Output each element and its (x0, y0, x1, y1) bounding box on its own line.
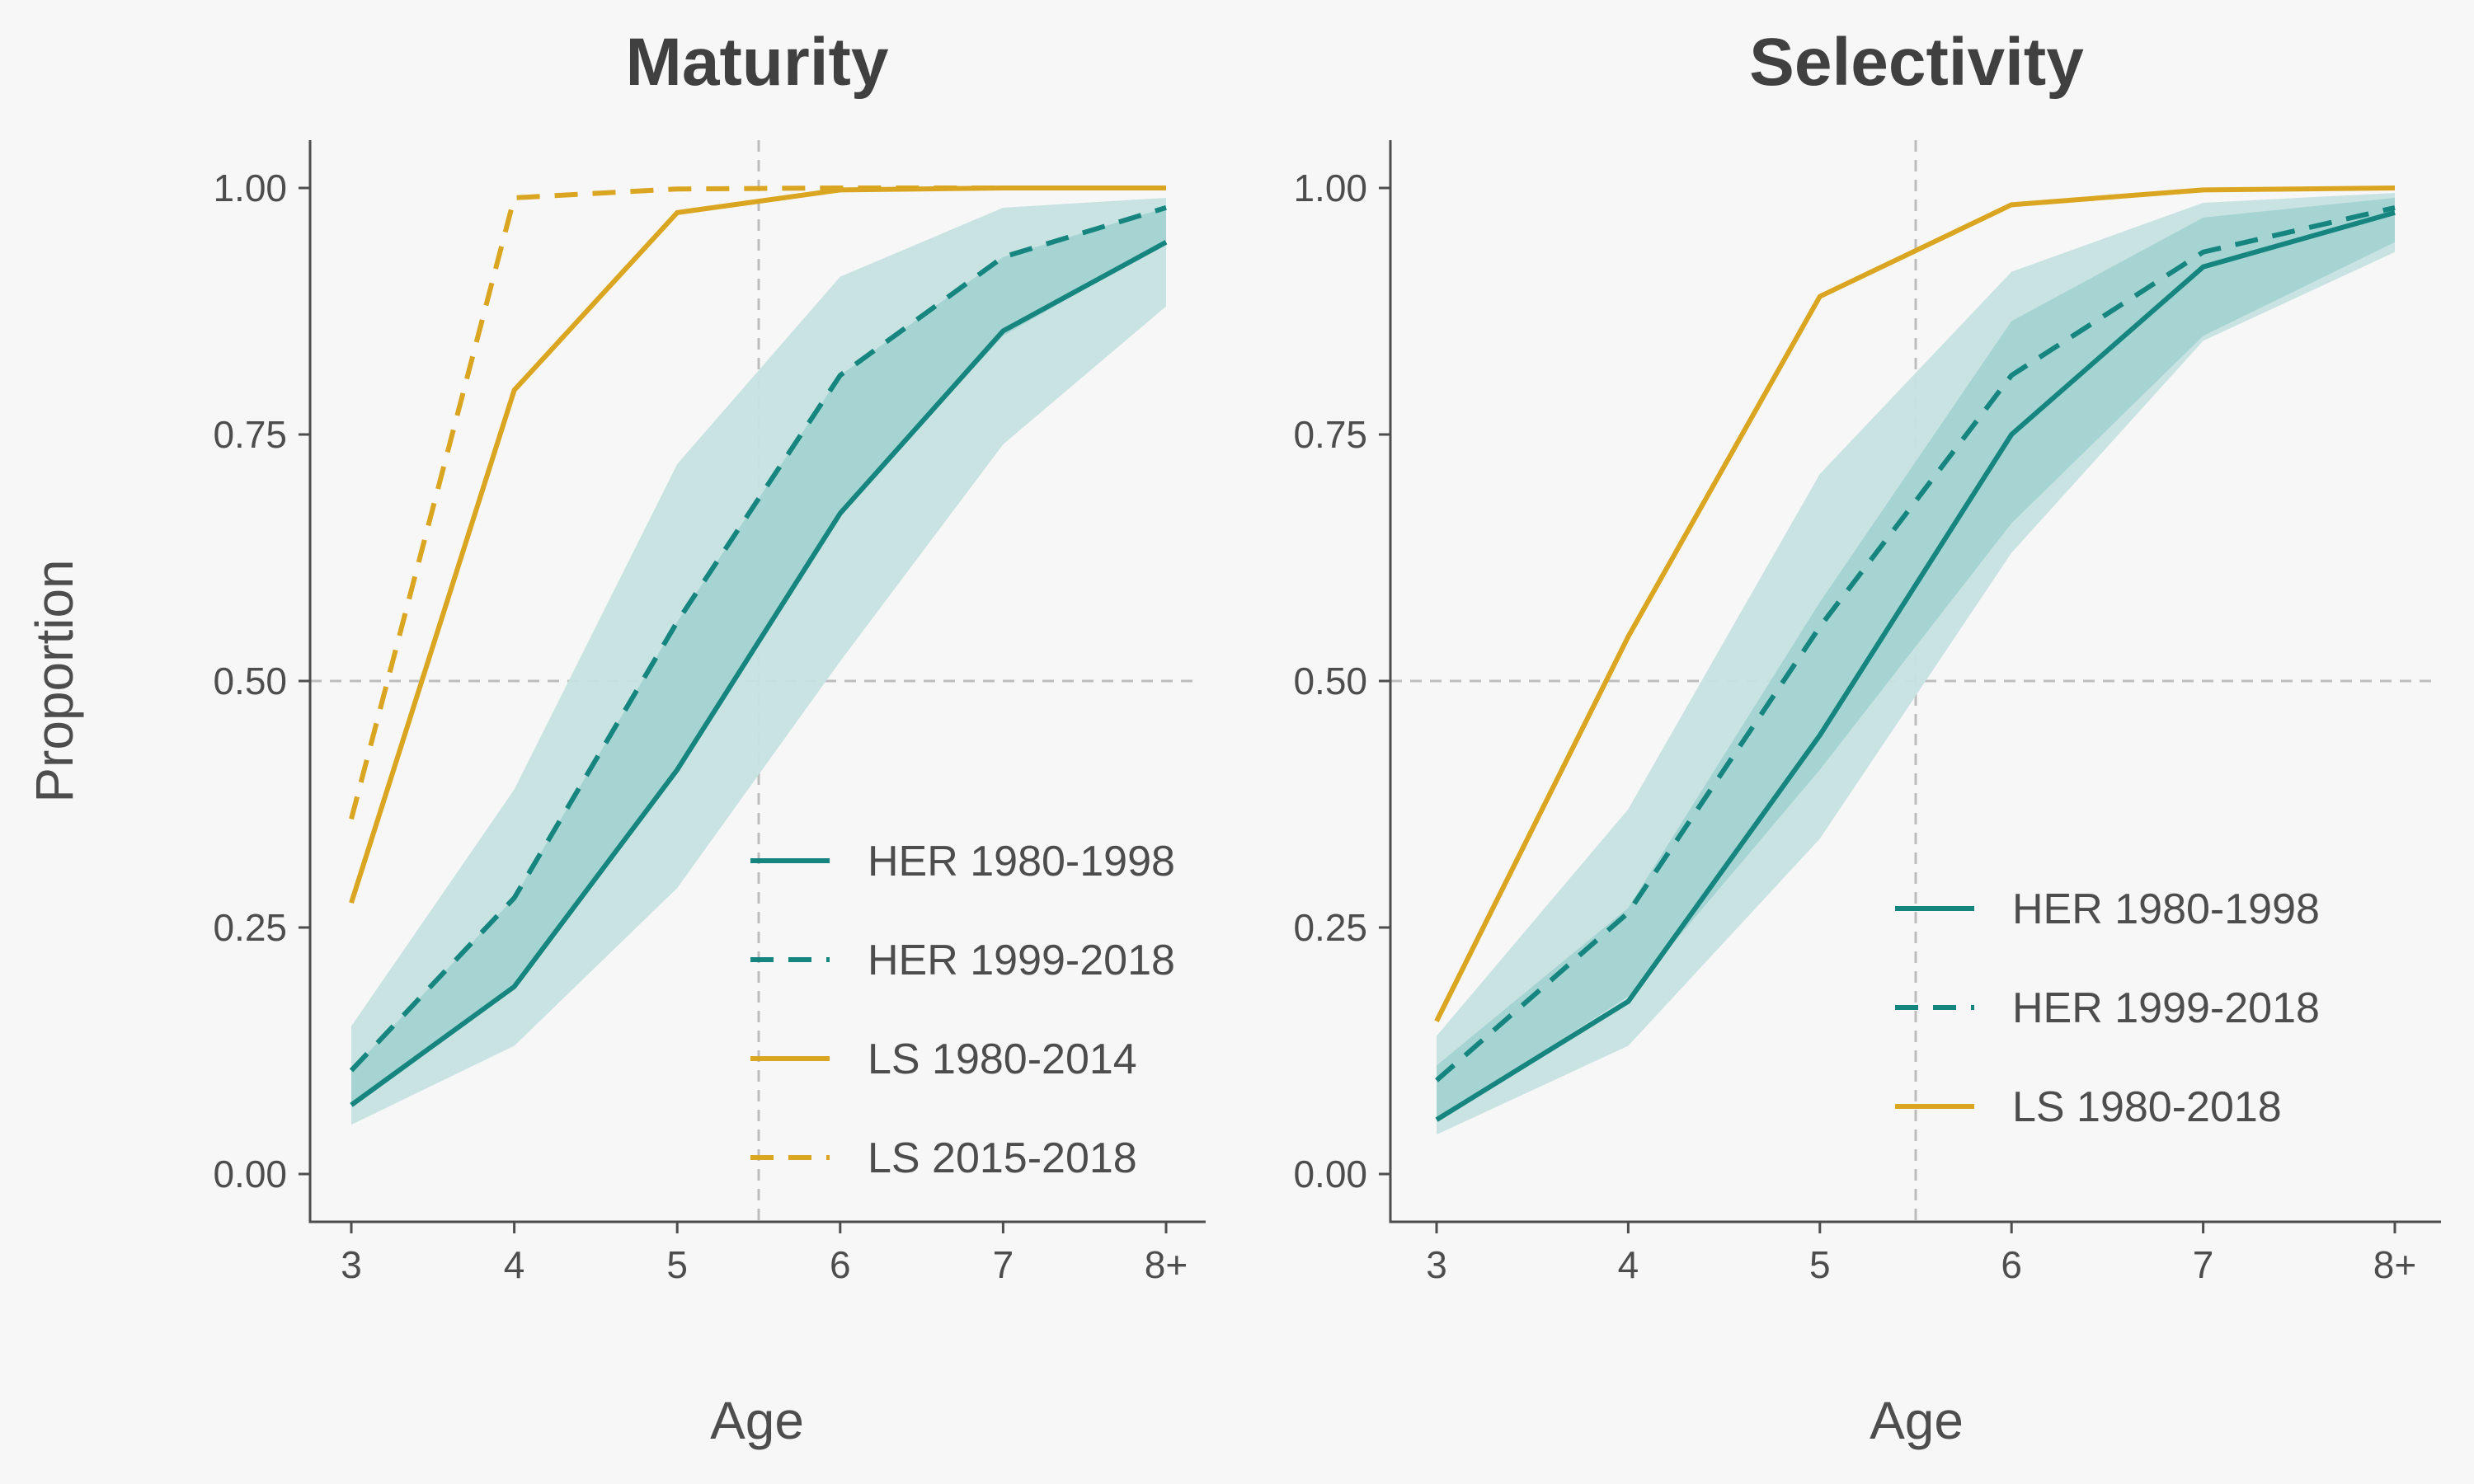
y-tick-label: 0.50 (1293, 660, 1367, 702)
legend-label-1: HER 1980-1998 (868, 838, 1175, 885)
legend-label-1: HER 1980-1998 (2012, 885, 2320, 933)
series-line-1 (1435, 210, 2396, 1122)
x-tick-label: 3 (1426, 1243, 1447, 1286)
x-tick-label: 4 (504, 1243, 525, 1286)
x-tick-label: 5 (666, 1243, 688, 1286)
x-tick-label: 7 (2193, 1243, 2214, 1286)
y-tick-label: 0.00 (213, 1153, 287, 1195)
legend-label-4: LS 2015-2018 (868, 1134, 1137, 1182)
series-line-2 (1435, 204, 2396, 1082)
x-tick-label: 8+ (2373, 1243, 2416, 1286)
legend: HER 1980-1998 HER 1999-2018 LS 1980-2018 (1895, 885, 2320, 1131)
confidence-band-inner (351, 207, 1166, 1106)
y-tick-label: 1.00 (213, 167, 287, 209)
legend-label-2: HER 1999-2018 (868, 937, 1175, 984)
y-tick-label: 0.25 (213, 906, 287, 949)
legend-label-3: LS 1980-2018 (2012, 1083, 2282, 1131)
confidence-band-inner (1437, 197, 2395, 1120)
x-tick-label: 7 (993, 1243, 1014, 1286)
x-tick-label: 3 (341, 1243, 362, 1286)
legend: HER 1980-1998 HER 1999-2018 LS 1980-2014 LS… (750, 838, 1175, 1182)
plot-area-maturity: 0.00 0.25 0.50 0.75 1.00 3 4 5 6 7 8+ HER 1980-1998… (213, 140, 1206, 1286)
y-tick-label: 0.75 (213, 413, 287, 456)
series-line-4 (349, 186, 1166, 820)
y-tick-label: 0.50 (213, 660, 287, 702)
x-tick-label: 6 (2001, 1243, 2022, 1286)
series-line-3 (1434, 186, 2396, 1022)
axis-lines (1389, 140, 2441, 1223)
y-tick-label: 0.25 (1293, 906, 1367, 949)
x-tick-label: 5 (1809, 1243, 1831, 1286)
x-tick-label: 8+ (1145, 1243, 1188, 1286)
plot-area-selectivity: 0.00 0.25 0.50 0.75 1.00 3 4 5 6 7 8+ HER 1980-1998… (1293, 140, 2441, 1286)
y-tick-label: 0.75 (1293, 413, 1367, 456)
axis-lines (308, 140, 1206, 1223)
panel-selectivity: Selectivity 0.00 0.25 0.50 0.75 1.00 3 4 5 6 7 8+ H… (1293, 25, 2441, 1450)
y-tick-label: 1.00 (1293, 167, 1367, 209)
y-tick-label: 0.00 (1293, 1153, 1367, 1195)
series-line-2 (349, 205, 1167, 1073)
x-tick-label: 4 (1618, 1243, 1639, 1286)
series-line-1 (350, 240, 1168, 1107)
x-tick-label: 6 (830, 1243, 851, 1286)
legend-label-3: LS 1980-2014 (868, 1036, 1137, 1083)
legend-label-2: HER 1999-2018 (2012, 984, 2320, 1032)
panel-maturity: Maturity 0.00 0.25 0.50 0.75 1.00 3 4 5 6 7 8+ HER … (213, 25, 1206, 1450)
y-axis-title: Proportion (25, 559, 84, 802)
x-axis-title-maturity: Age (710, 1391, 804, 1450)
panel-title-selectivity: Selectivity (1749, 25, 2084, 100)
x-axis-title-selectivity: Age (1870, 1391, 1964, 1450)
panel-title-maturity: Maturity (626, 25, 889, 100)
